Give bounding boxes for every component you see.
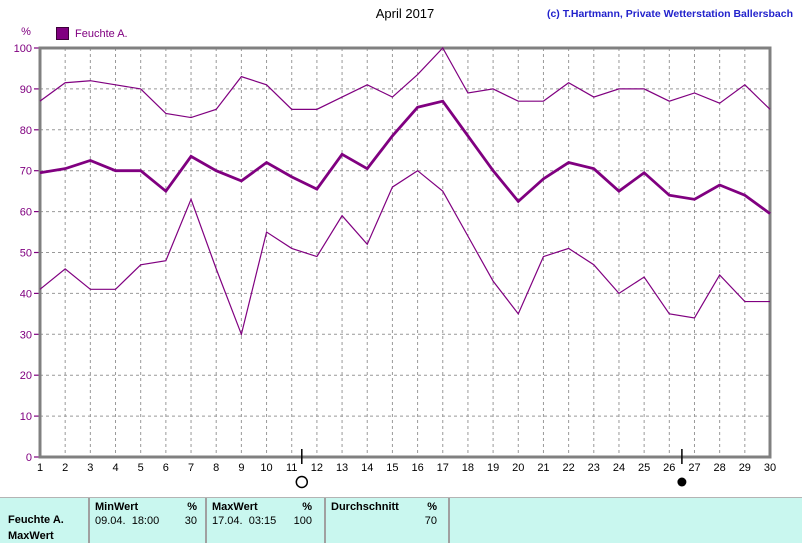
y-tick-label: 60 [20, 207, 32, 219]
plot-frame [38, 46, 772, 459]
y-tick-label: 0 [26, 452, 32, 464]
series-line-min [39, 169, 770, 337]
maxwert-value: 100 [293, 515, 312, 527]
x-tick-label: 20 [512, 462, 524, 474]
x-tick-label: 21 [537, 462, 549, 474]
maxwert-unit: % [302, 501, 312, 513]
x-tick-label: 14 [361, 462, 373, 474]
minwert-unit: % [187, 501, 197, 513]
table-col-maxwert: MaxWert % 17.04. 03:15 100 [212, 498, 312, 527]
maxwert-datetime: 17.04. 03:15 [212, 515, 277, 527]
x-tick-label: 7 [188, 462, 194, 474]
table-col-minwert: MinWert % 09.04. 18:00 30 [95, 498, 197, 527]
x-tick-label: 18 [462, 462, 474, 474]
x-tick-label: 27 [688, 462, 700, 474]
x-tick-label: 12 [311, 462, 323, 474]
x-tick-label: 30 [764, 462, 776, 474]
minwert-datetime: 09.04. 18:00 [95, 515, 160, 527]
x-tick-label: 13 [336, 462, 348, 474]
y-tick-label: 30 [20, 329, 32, 341]
table-col-durchschnitt: Durchschnitt % 70 [331, 498, 437, 527]
series-line-avg [39, 99, 771, 215]
table-separator [324, 498, 326, 543]
y-tick-label: 80 [20, 125, 32, 137]
x-tick-label: 17 [437, 462, 449, 474]
table-separator [448, 498, 450, 543]
table-series-label: Feuchte A. [8, 514, 64, 526]
new-moon-icon [677, 477, 687, 487]
y-tick-label: 20 [20, 370, 32, 382]
copyright-text: (c) T.Hartmann, Private Wetterstation Ba… [546, 8, 793, 20]
x-tick-label: 22 [562, 462, 574, 474]
table-next-row-label: MaxWert [8, 530, 54, 542]
x-tick-label: 26 [663, 462, 675, 474]
y-tick-label: 70 [20, 166, 32, 178]
stats-table: Feuchte A. MaxWert MinWert % 09.04. 18:0… [0, 497, 802, 543]
x-tick-label: 19 [487, 462, 499, 474]
x-tick-label: 6 [163, 462, 169, 474]
x-tick-label: 5 [138, 462, 144, 474]
series-line-max [39, 46, 771, 119]
x-tick-label: 23 [588, 462, 600, 474]
x-tick-label: 28 [714, 462, 726, 474]
x-tick-label: 15 [386, 462, 398, 474]
y-tick-label: 100 [14, 43, 32, 55]
full-moon-icon [295, 475, 309, 489]
y-tick-label: 50 [20, 248, 32, 260]
durchschnitt-header: Durchschnitt [331, 501, 399, 513]
y-axis-unit-label: % [21, 26, 31, 38]
durchschnitt-unit: % [427, 501, 437, 513]
x-tick-label: 11 [286, 462, 297, 474]
x-tick-label: 8 [213, 462, 219, 474]
y-tick-label: 90 [20, 84, 32, 96]
x-tick-label: 16 [411, 462, 423, 474]
x-tick-label: 3 [87, 462, 93, 474]
maxwert-header: MaxWert [212, 501, 258, 513]
legend-series-label: Feuchte A. [75, 27, 128, 40]
x-tick-label: 25 [638, 462, 650, 474]
durchschnitt-value: 70 [424, 515, 437, 527]
x-tick-label: 9 [238, 462, 244, 474]
y-tick-label: 40 [20, 288, 32, 300]
minwert-value: 30 [184, 515, 197, 527]
x-tick-label: 24 [613, 462, 625, 474]
page-title: April 2017 [375, 6, 435, 21]
minwert-header: MinWert [95, 501, 139, 513]
x-tick-label: 29 [739, 462, 751, 474]
table-separator [205, 498, 207, 543]
x-tick-label: 4 [112, 462, 118, 474]
x-tick-label: 10 [260, 462, 272, 474]
y-tick-label: 10 [20, 411, 32, 423]
legend-swatch-icon [56, 27, 69, 40]
table-separator [88, 498, 90, 543]
x-tick-label: 2 [62, 462, 68, 474]
x-tick-label: 1 [37, 462, 43, 474]
legend: Feuchte A. [56, 27, 128, 40]
